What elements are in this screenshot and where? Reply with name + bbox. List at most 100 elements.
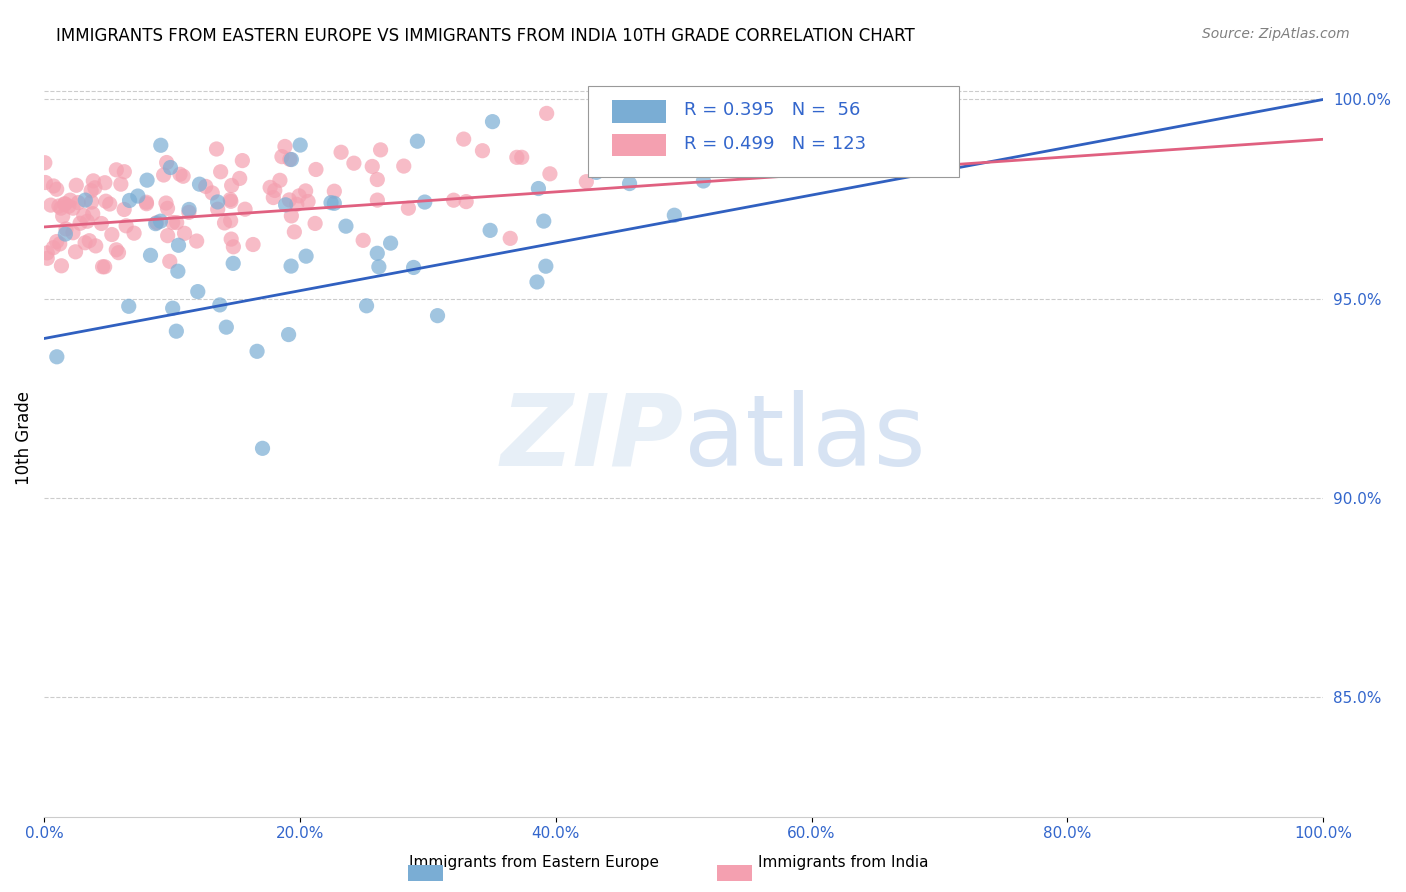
Point <box>45 182 67 196</box>
Point <box>288 189 311 203</box>
Point <box>704 134 727 148</box>
Point <box>343 156 366 170</box>
Point <box>246 344 269 359</box>
Point <box>169 167 191 181</box>
Point <box>392 159 415 173</box>
Point <box>127 189 149 203</box>
Point <box>575 175 598 189</box>
Point <box>274 198 297 212</box>
Point <box>259 180 281 194</box>
Point <box>763 93 786 107</box>
Point <box>187 285 209 299</box>
Point <box>80 195 103 210</box>
Point <box>406 134 429 148</box>
Point <box>609 126 631 140</box>
Point <box>620 115 643 129</box>
Point <box>526 275 548 289</box>
Point <box>162 215 184 229</box>
Point <box>167 264 190 278</box>
Point <box>83 181 105 195</box>
Point <box>53 227 76 241</box>
Point <box>67 195 90 210</box>
Point <box>692 174 714 188</box>
Point <box>118 194 141 208</box>
Text: Immigrants from India: Immigrants from India <box>758 855 929 870</box>
Point <box>278 153 301 167</box>
Point <box>366 246 388 260</box>
Point <box>110 177 132 191</box>
Point <box>94 176 117 190</box>
Point <box>205 142 228 156</box>
Point <box>207 194 229 209</box>
Point <box>242 237 264 252</box>
Point <box>145 217 167 231</box>
Point <box>294 184 316 198</box>
Point <box>156 202 179 216</box>
Point <box>361 160 384 174</box>
Point <box>201 186 224 200</box>
Point <box>280 259 302 273</box>
Point <box>228 171 250 186</box>
Point <box>136 173 159 187</box>
Point <box>84 239 107 253</box>
Point <box>370 143 392 157</box>
FancyBboxPatch shape <box>612 134 666 156</box>
Point <box>209 165 232 179</box>
Point <box>42 241 65 255</box>
Point <box>280 209 302 223</box>
Point <box>231 153 253 168</box>
Point <box>58 199 80 213</box>
Point <box>221 178 243 193</box>
Point <box>155 196 177 211</box>
Text: ZIP: ZIP <box>501 390 683 487</box>
Point <box>167 238 190 252</box>
Point <box>366 172 388 186</box>
Point <box>295 249 318 263</box>
Point <box>62 226 84 240</box>
Point <box>115 219 138 233</box>
Point <box>65 244 87 259</box>
Point <box>107 245 129 260</box>
Point <box>443 193 465 207</box>
Point <box>453 132 475 146</box>
Point <box>91 260 114 274</box>
Point <box>219 232 242 246</box>
Point <box>274 139 297 153</box>
Point <box>173 227 195 241</box>
Point <box>77 234 100 248</box>
Point <box>269 173 291 187</box>
Point <box>285 197 308 211</box>
Point <box>263 184 285 198</box>
Point <box>39 198 62 212</box>
Point <box>53 197 76 211</box>
Point <box>471 144 494 158</box>
Point <box>305 162 328 177</box>
Point <box>290 138 312 153</box>
Point <box>42 179 65 194</box>
Point <box>278 193 301 207</box>
Point <box>159 161 181 175</box>
Point <box>118 299 141 313</box>
Point <box>676 120 699 135</box>
Point <box>538 167 561 181</box>
Point <box>283 225 305 239</box>
Point <box>166 216 188 230</box>
Point <box>456 194 478 209</box>
Point <box>413 195 436 210</box>
Point <box>186 234 208 248</box>
Point <box>34 155 56 169</box>
Point <box>177 202 200 217</box>
Point <box>402 260 425 275</box>
FancyBboxPatch shape <box>612 101 666 123</box>
Point <box>53 196 76 211</box>
Point <box>105 162 128 177</box>
Point <box>222 256 245 270</box>
Point <box>219 194 242 209</box>
Point <box>145 216 167 230</box>
Point <box>323 184 346 198</box>
Point <box>219 213 242 227</box>
Point <box>149 138 172 153</box>
Point <box>367 260 389 274</box>
Point <box>380 236 402 251</box>
Point <box>65 178 87 193</box>
